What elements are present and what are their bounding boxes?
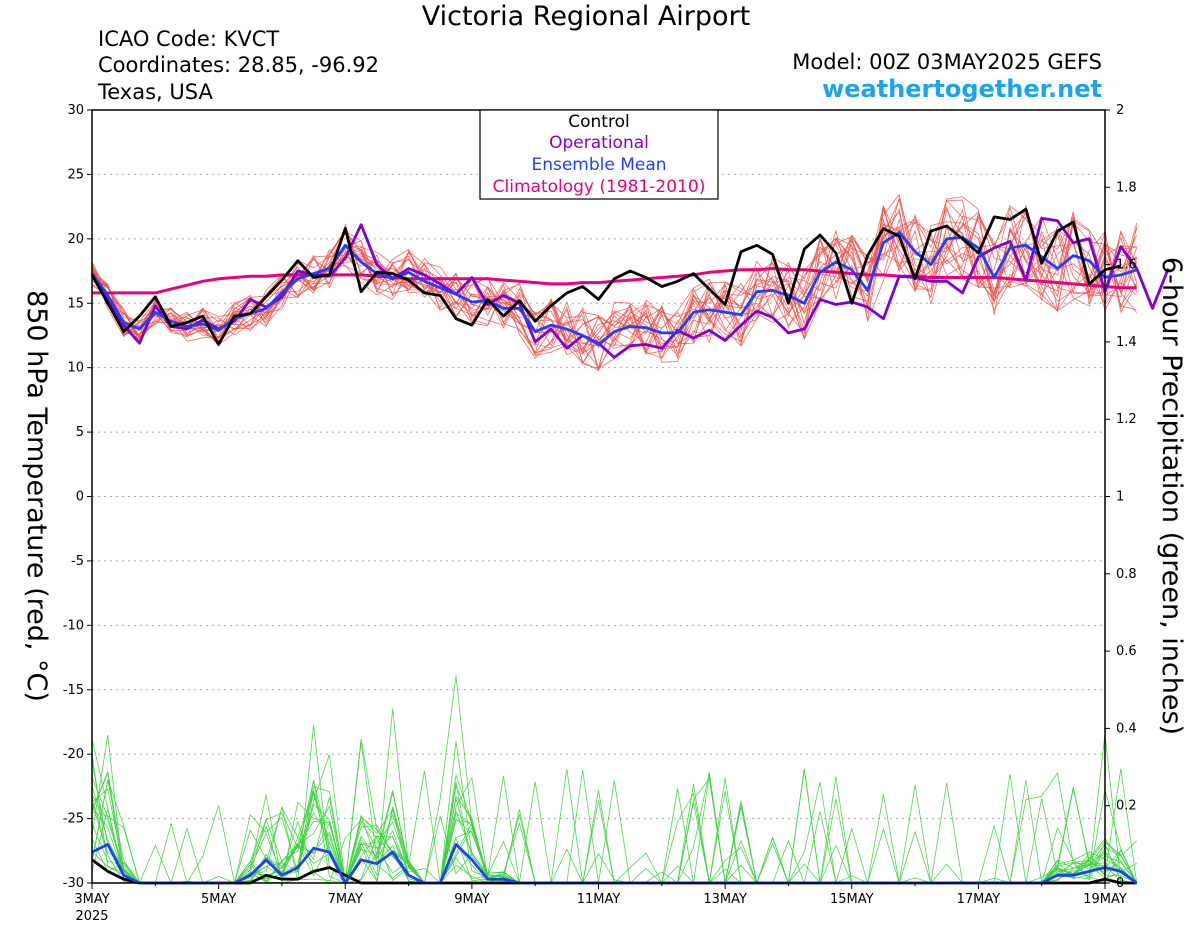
x-tick-label: 19MAY <box>1083 892 1127 907</box>
precipitation-member-line <box>91 780 1138 885</box>
x-tick-label: 9MAY <box>454 892 489 907</box>
temperature-member-line <box>91 213 1138 369</box>
x-tick-label: 5MAY <box>201 892 236 907</box>
coordinates: Coordinates: 28.85, -96.92 <box>98 53 379 77</box>
left-tick-label: 20 <box>67 232 84 247</box>
precipitation-member-line <box>91 741 1137 884</box>
precipitation-member-line <box>91 778 1137 885</box>
precipitation-member-line <box>91 768 1138 885</box>
right-tick-label: 1 <box>1116 490 1124 505</box>
x-tick-label: 11MAY <box>577 892 621 907</box>
right-tick-label: 0.2 <box>1116 799 1137 814</box>
precipitation-member-line <box>91 781 1138 884</box>
right-tick-label: 1.6 <box>1116 258 1137 273</box>
temperature-member-line <box>91 196 1137 369</box>
left-tick-label: 30 <box>67 103 84 118</box>
left-tick-label: -10 <box>63 618 84 633</box>
left-axis-ticks: 30 25 20 15 10 5 0 -5 -10 -15 -20 -25 -30 <box>63 103 92 891</box>
right-tick-label: 1.8 <box>1116 180 1137 195</box>
site-link[interactable]: weathertogether.net <box>822 75 1102 103</box>
x-tick-label: 3MAY <box>74 892 109 907</box>
temperature-member-line <box>91 198 1138 344</box>
x-axis-ticks: 3MAY 5MAY 7MAY 9MAY 11MAY 13MAY 15MAY 17MAY 19MA… <box>74 883 1127 907</box>
left-tick-label: 15 <box>67 296 84 311</box>
x-tick-label: 15MAY <box>830 892 874 907</box>
icao-code: ICAO Code: KVCT <box>98 27 280 51</box>
left-tick-label: 5 <box>76 425 84 440</box>
y-axis-right-label: 6-hour Precipitation (green, inches) <box>1156 257 1187 735</box>
left-tick-label: -25 <box>63 812 84 827</box>
left-tick-label: -30 <box>63 876 84 891</box>
right-tick-label: 1.4 <box>1116 335 1137 350</box>
control-temperature-line <box>90 207 1122 346</box>
legend-ensemble-mean: Ensemble Mean <box>531 155 666 175</box>
right-tick-label: 0.6 <box>1116 644 1137 659</box>
climatology-1981-2010-temperature-line <box>92 267 1137 295</box>
x-tick-label: 13MAY <box>703 892 747 907</box>
temperature-member-line <box>91 218 1138 359</box>
right-tick-label: 1.2 <box>1116 412 1137 427</box>
legend: Control Operational Ensemble Mean Climat… <box>479 109 719 200</box>
legend-climatology: Climatology (1981-2010) <box>493 177 706 197</box>
precipitation-member-line <box>91 768 1137 885</box>
temperature-member-line <box>91 215 1138 347</box>
right-tick-label: 0 <box>1116 876 1124 891</box>
chart-title: Victoria Regional Airport <box>421 1 751 32</box>
precipitation-member-line <box>91 735 1138 885</box>
right-tick-label: 0.8 <box>1116 567 1137 582</box>
left-tick-label: -5 <box>71 554 84 569</box>
temperature-member-line <box>91 211 1137 351</box>
temperature-ensemble-members <box>91 193 1138 372</box>
left-tick-label: 25 <box>67 167 84 182</box>
model-run: Model: 00Z 03MAY2025 GEFS <box>792 50 1102 74</box>
x-tick-label: 17MAY <box>957 892 1001 907</box>
operational-temperature-line <box>90 216 1170 359</box>
legend-operational: Operational <box>549 133 649 153</box>
left-tick-label: -20 <box>63 747 84 762</box>
region: Texas, USA <box>98 80 213 104</box>
left-tick-label: -15 <box>63 683 84 698</box>
right-axis-ticks: 2 1.8 1.6 1.4 1.2 1 0.8 0.6 0.4 0.2 0 <box>1105 103 1137 891</box>
left-tick-label: 10 <box>67 361 84 376</box>
x-tick-label: 7MAY <box>328 892 363 907</box>
left-tick-label: 0 <box>76 490 84 505</box>
legend-control: Control <box>568 112 629 132</box>
precipitation-ensemble-members <box>91 675 1138 885</box>
precipitation-member-line <box>91 742 1138 884</box>
temperature-member-line <box>91 205 1137 371</box>
precipitation-member-line <box>91 733 1137 885</box>
right-tick-label: 0.4 <box>1116 721 1137 736</box>
precipitation-member-line <box>91 784 1138 884</box>
precipitation-member-line <box>91 708 1137 885</box>
y-axis-left-label: 850 hPa Temperature (red, °C) <box>21 290 52 702</box>
right-tick-label: 2 <box>1116 103 1124 118</box>
legend-box <box>479 109 719 200</box>
precipitation-member-line <box>91 738 1137 884</box>
temperature-member-line <box>91 199 1137 354</box>
precipitation-member-line <box>91 675 1137 884</box>
series-layer <box>90 207 1170 885</box>
x-year-label: 2025 <box>75 909 108 924</box>
temperature-member-line <box>91 227 1138 364</box>
